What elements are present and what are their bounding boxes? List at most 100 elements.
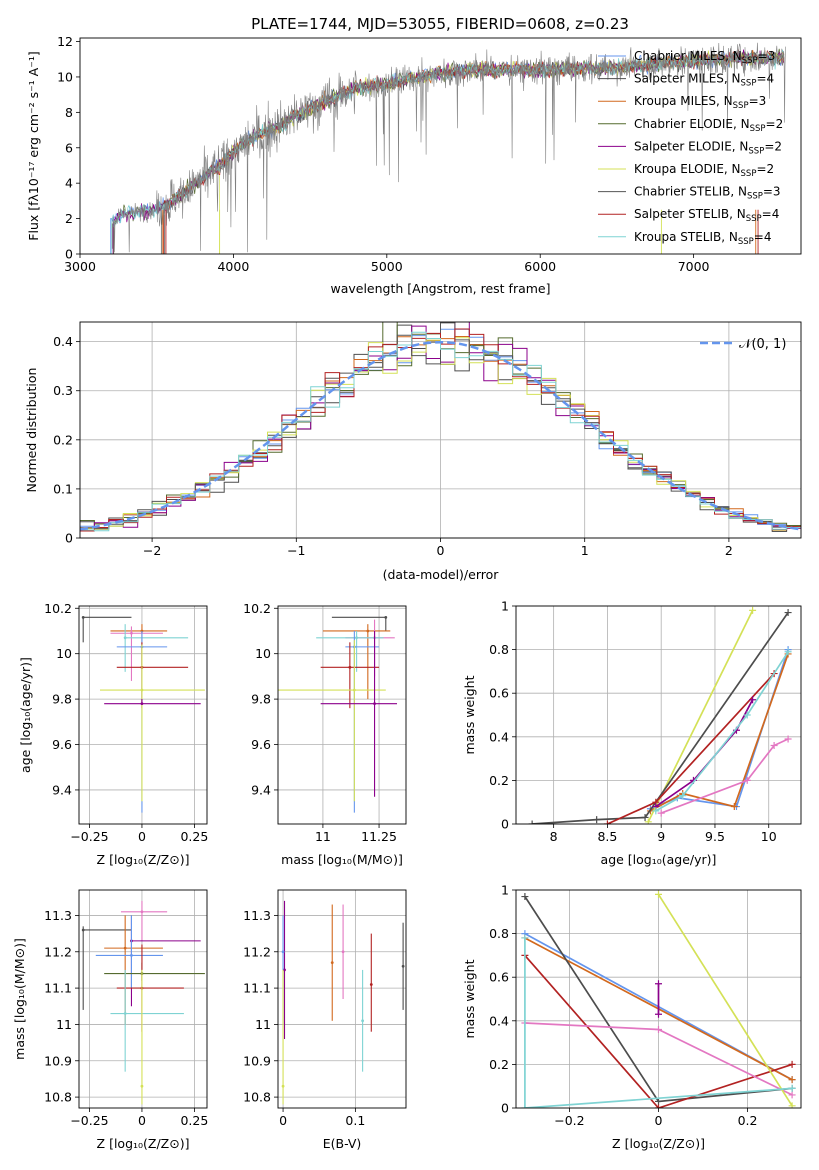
mass_vs_ebv-point-5 (361, 1019, 364, 1022)
spectrum-ytick-label-5: 10 (57, 69, 73, 84)
weight_vs_Z-series-6 (659, 894, 793, 1105)
mass_vs_ebv-point-1 (282, 950, 285, 953)
residuals-ytick-label-0: 0 (65, 531, 73, 546)
weight_vs_age-series-3 (532, 613, 788, 825)
mass_vs_Z-xtick-label-2: 0.25 (180, 1113, 208, 1128)
mass_vs_Z-ytick-label-5: 11.3 (44, 908, 72, 923)
residuals-xtick-label-3: 1 (581, 543, 589, 558)
spectrum-legend-label-1: Salpeter MILES, NSSP=4 (634, 72, 774, 89)
spectrum-xlabel: wavelength [Angstrom, rest frame] (330, 281, 550, 296)
mass_vs_Z-xtick-label-0: −0.25 (70, 1113, 108, 1128)
residuals-xtick-label-4: 2 (725, 543, 733, 558)
mass_vs_ebv-xtick-label-1: 0.1 (345, 1113, 365, 1128)
mass_vs_ebv-point-4 (342, 950, 345, 953)
spectrum-legend-label-4: Salpeter ELODIE, NSSP=2 (634, 139, 782, 156)
age_vs_Z-ytick-label-4: 10.2 (44, 601, 72, 616)
mass_vs_Z-point-1 (82, 929, 85, 932)
age_vs_mass-ytick-label-4: 10.2 (243, 601, 271, 616)
residuals-xtick-label-2: 0 (437, 543, 445, 558)
age_vs_mass-point-5 (348, 666, 351, 669)
age_vs_Z-xtick-label-2: 0.25 (180, 829, 208, 844)
mass_vs_ebv-frame (278, 890, 406, 1108)
mass_vs_Z-point-7 (124, 1012, 127, 1015)
weight_vs_age-ytick-label-1: 0.2 (489, 773, 509, 788)
age_vs_mass-ytick-label-2: 9.8 (251, 692, 271, 707)
weight_vs_age-series-2-marker-1 (749, 607, 756, 614)
weight_vs_age-series-5 (656, 700, 753, 807)
mass_vs_Z-ylabel: mass [log₁₀(M/M⊙)] (12, 938, 27, 1060)
mass_vs_ebv-xtick-label-0: 0 (279, 1113, 287, 1128)
weight_vs_age-ytick-label-0: 0 (501, 817, 509, 832)
mass_vs_Z-point-3 (124, 947, 127, 950)
age_vs_Z-ytick-label-1: 9.6 (52, 737, 72, 752)
age_vs_mass-xtick-label-1: 11.25 (361, 829, 397, 844)
residuals-ylabel: Normed distribution (24, 368, 39, 493)
mass_vs_ebv-plot-area (282, 901, 405, 1104)
weight_vs_Z-xtick-label-2: 0.2 (738, 1113, 758, 1128)
weight_vs_Z-xtick-label-1: 0 (655, 1113, 663, 1128)
spectrum-legend-label-3: Chabrier ELODIE, NSSP=2 (634, 117, 783, 134)
mass_vs_Z-ytick-label-0: 10.8 (44, 1090, 72, 1105)
mass_vs_Z-point-4 (130, 954, 133, 957)
weight_vs_Z-ytick-label-3: 0.6 (489, 970, 509, 985)
spectrum-legend-label-5: Kroupa ELODIE, NSSP=2 (634, 162, 774, 179)
age_vs_mass-ytick-label-3: 10 (255, 646, 271, 661)
mass_vs_ebv-ytick-label-3: 11.1 (243, 981, 271, 996)
weight_vs_age-ylabel: mass weight (462, 675, 477, 754)
residuals-ytick-label-1: 0.1 (53, 481, 73, 496)
weight_vs_Z-series-5-marker-1 (655, 1026, 662, 1033)
spectrum-ytick-label-6: 12 (57, 34, 73, 49)
age_vs_mass-ytick-label-0: 9.4 (251, 782, 271, 797)
spectrum-ytick-label-2: 4 (65, 176, 73, 191)
weight_vs_Z-xtick-label-0: −0.2 (554, 1113, 584, 1128)
residuals-xtick-label-0: −2 (143, 543, 161, 558)
mass_vs_ebv-ytick-label-5: 11.3 (243, 908, 271, 923)
weight_vs_age-xtick-label-0: 8 (550, 829, 558, 844)
weight_vs_Z-ytick-label-4: 0.8 (489, 926, 509, 941)
age_vs_Z-point-7 (141, 702, 144, 705)
age_vs_Z-xtick-label-0: −0.25 (70, 829, 108, 844)
spectrum-ylabel: Flux [fλ10⁻¹⁷ erg cm⁻² s⁻¹ A⁻¹] (26, 51, 41, 240)
mass_vs_Z-ytick-label-3: 11.1 (44, 981, 72, 996)
age_vs_mass-ytick-label-1: 9.6 (251, 737, 271, 752)
weight_vs_Z-ytick-label-5: 1 (501, 883, 509, 898)
age_vs_Z-xtick-label-1: 0 (138, 829, 146, 844)
spectrum-legend-label-2: Kroupa MILES, NSSP=3 (634, 94, 766, 111)
mass_vs_ebv-point-6 (370, 983, 373, 986)
age_vs_Z-point-0 (82, 616, 85, 619)
age_vs_mass-xtick-label-0: 11 (315, 829, 331, 844)
age_vs_mass-frame (278, 606, 406, 824)
weight_vs_age-ytick-label-5: 1 (501, 599, 509, 614)
weight_vs_age-xtick-label-2: 9 (657, 829, 665, 844)
spectrum-legend-label-6: Chabrier STELIB, NSSP=3 (634, 185, 781, 202)
mass_vs_ebv-point-3 (331, 961, 334, 964)
age_vs_Z-point-3 (124, 636, 127, 639)
residuals-xtick-label-1: −1 (287, 543, 305, 558)
mass_vs_Z-plot-area (82, 901, 205, 1104)
spectrum-ytick-label-1: 2 (65, 211, 73, 226)
age_vs_Z-ytick-label-3: 10 (56, 646, 72, 661)
weight_vs_Z-series-1-marker-1 (789, 1076, 796, 1083)
weight_vs_age-frame (516, 606, 801, 824)
spectrum-xtick-label-4: 7000 (678, 259, 710, 274)
weight_vs_Z-series-5-marker-2 (789, 1091, 796, 1098)
weight_vs_Z-ylabel: mass weight (462, 959, 477, 1038)
age_vs_mass-point-1 (366, 630, 369, 633)
residuals-ytick-label-4: 0.4 (53, 334, 73, 349)
spectrum-ytick-label-4: 8 (65, 105, 73, 120)
mass_vs_ebv-ytick-label-2: 11 (255, 1017, 271, 1032)
weight_vs_age-ytick-label-2: 0.4 (489, 729, 509, 744)
weight_vs_Z-series-4-marker-0 (655, 1011, 662, 1018)
spectrum-ytick-label-3: 6 (65, 140, 73, 155)
weight_vs_Z-series-4-marker-1 (655, 980, 662, 987)
mass_vs_ebv-point-2 (282, 1085, 285, 1088)
mass_vs_ebv-ytick-label-4: 11.2 (243, 944, 271, 959)
mass_vs_Z-ytick-label-1: 10.9 (44, 1053, 72, 1068)
weight_vs_age-series-3-marker-1 (593, 816, 600, 823)
weight_vs_Z-ytick-label-1: 0.2 (489, 1057, 509, 1072)
age_vs_mass-point-7 (373, 702, 376, 705)
age_vs_mass-point-3 (355, 636, 358, 639)
spectrum-ytick-label-0: 0 (65, 247, 73, 262)
residuals-legend-label: 𝒩(0, 1) (739, 337, 786, 352)
weight_vs_age-ytick-label-4: 0.8 (489, 642, 509, 657)
